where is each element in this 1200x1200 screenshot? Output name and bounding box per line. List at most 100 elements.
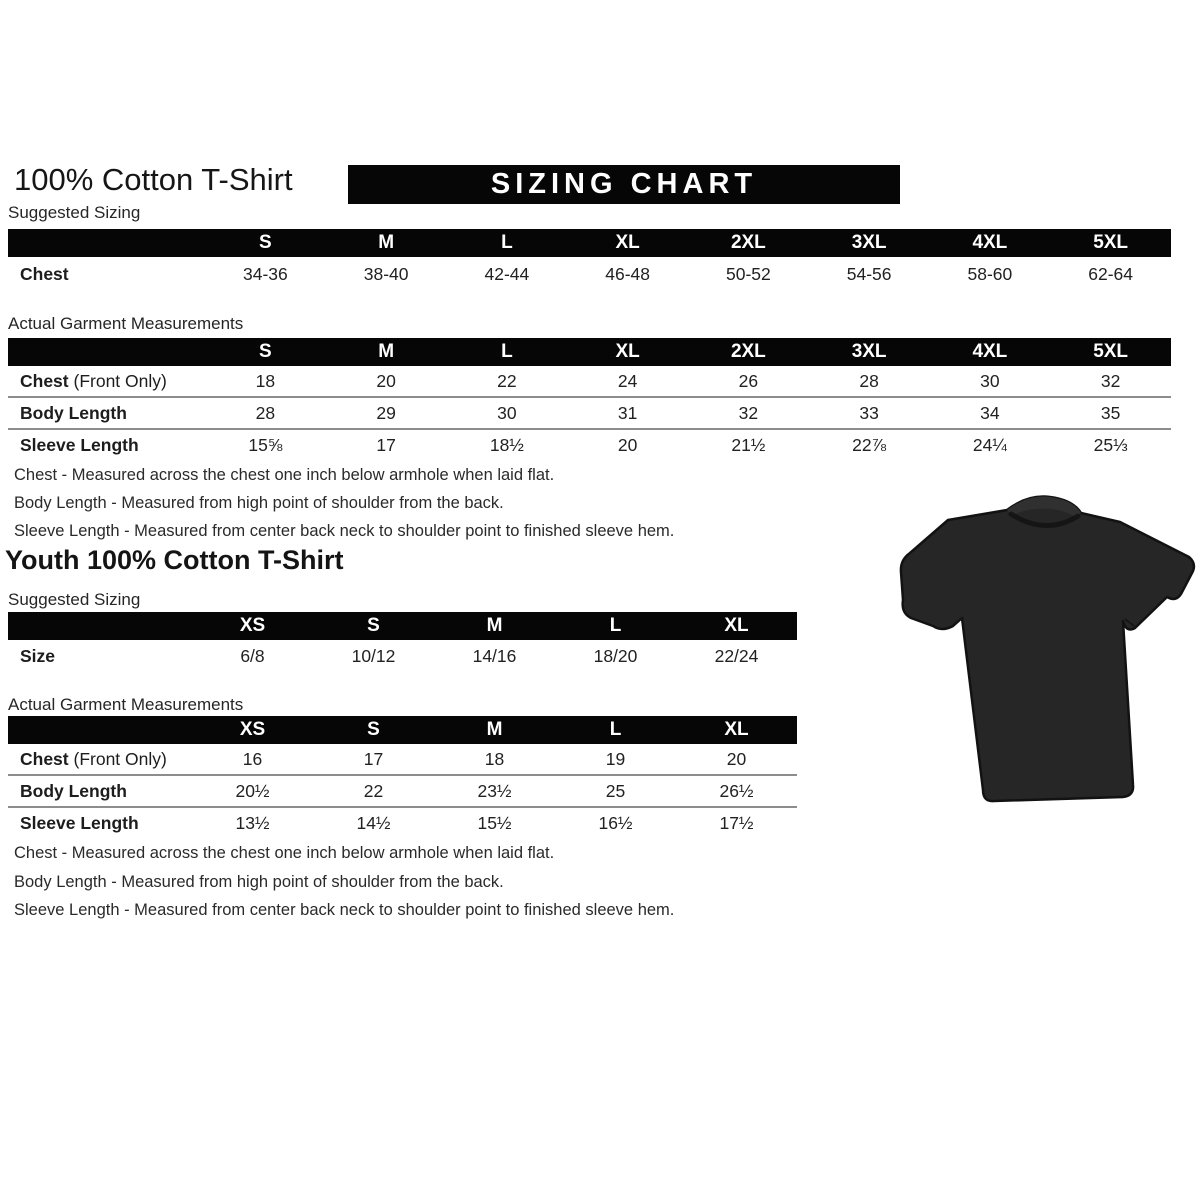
size-column-header: L (609, 719, 622, 740)
measurement-value: 32 (1100, 370, 1121, 391)
size-column-header: 3XL (851, 232, 887, 253)
size-column-header: XL (724, 615, 749, 636)
measurement-row: Sleeve Length 13½ 14½ 15½ 16½ 17½ (8, 806, 797, 838)
measurement-value: 22 (497, 370, 517, 391)
measurement-value: 20 (617, 434, 638, 455)
size-column-header: M (378, 232, 395, 253)
note-body-length: Body Length - Measured from high point o… (14, 872, 504, 891)
measurement-value: 58-60 (967, 263, 1013, 284)
sizing-chart-banner: SIZING CHART (348, 165, 900, 204)
adult-actual-measurements-table: S M L XL 2XL 3XL 4XL 5XL Chest (Front Only) 18 20 2… (8, 338, 1171, 460)
adult-actual-measurements-label: Actual Garment Measurements (8, 314, 244, 333)
measurement-value: 50-52 (725, 263, 771, 284)
row-label: Sleeve Length (20, 434, 139, 455)
adult-suggested-sizing-label: Suggested Sizing (8, 203, 141, 222)
measurement-row: Chest (Front Only) 16 17 18 19 20 (8, 744, 797, 774)
row-label: Chest (Front Only) (20, 370, 167, 391)
size-column-header: L (501, 341, 513, 362)
measurement-value: 35 (1100, 402, 1121, 423)
size-column-header: 2XL (730, 232, 766, 253)
measurement-value: 28 (255, 402, 276, 423)
size-column-header: XL (615, 232, 640, 253)
measurement-value: 20 (726, 748, 747, 769)
measurement-value: 20½ (235, 780, 270, 801)
tshirt-graphic (899, 495, 1196, 803)
size-header-row: S M L XL 2XL 3XL 4XL 5XL (8, 229, 1171, 257)
size-header-row: XS S M L XL (8, 716, 797, 744)
tshirt-collar-band (1007, 496, 1081, 517)
measurement-value: 18 (255, 370, 276, 391)
measurement-value: 23½ (477, 780, 512, 801)
measurement-value: 14½ (356, 812, 391, 833)
measurement-value: 18 (484, 748, 505, 769)
tshirt-silhouette (899, 495, 1196, 803)
row-label: Size (20, 645, 56, 666)
measurement-value: 46-48 (605, 263, 650, 284)
measurement-row: Sleeve Length 15⅝ 17 18½ 20 21½ 22⅞ 24¼ 25⅓ (8, 428, 1171, 460)
youth-actual-measurements-label: Actual Garment Measurements (8, 695, 244, 714)
page-title: 100% Cotton T-Shirt (14, 162, 293, 197)
measurement-value: 34-36 (242, 263, 288, 284)
measurement-value: 31 (617, 402, 638, 423)
measurement-value: 25⅓ (1093, 434, 1128, 455)
measurement-value: 10/12 (351, 645, 396, 666)
note-sleeve-length: Sleeve Length - Measured from center bac… (14, 901, 675, 919)
measurement-value: 38-40 (363, 263, 409, 284)
measurement-value: 32 (738, 402, 759, 423)
measurement-value: 25 (605, 780, 626, 801)
size-column-header: S (367, 719, 380, 740)
measurement-value: 22⅞ (852, 434, 887, 455)
row-label: Chest (Front Only) (20, 748, 167, 769)
adult-suggested-sizing-table: S M L XL 2XL 3XL 4XL 5XL Chest 34-36 38-40 42-44 46-… (8, 229, 1171, 291)
measurement-value: 21½ (731, 434, 766, 455)
size-column-header: XL (724, 719, 749, 740)
measurement-value: 33 (859, 402, 879, 423)
measurement-value: 30 (497, 402, 517, 423)
tshirt-neckline (1008, 511, 1081, 528)
size-column-header: XL (615, 341, 640, 362)
measurement-value: 17½ (719, 812, 754, 833)
size-column-header: S (259, 232, 272, 253)
measurement-value: 17 (363, 748, 384, 769)
adult-measurement-notes: Chest - Measured across the chest one in… (14, 461, 674, 545)
size-column-header: S (259, 341, 272, 362)
measurement-value: 20 (376, 370, 396, 391)
measurement-value: 54-56 (846, 263, 892, 284)
youth-measurement-notes: Chest - Measured across the chest one in… (14, 839, 674, 925)
measurement-value: 17 (376, 434, 396, 455)
size-column-header: 3XL (851, 341, 887, 362)
row-label: Body Length (20, 402, 127, 423)
youth-section-title: Youth 100% Cotton T-Shirt (5, 545, 344, 575)
row-label: Chest (20, 263, 69, 284)
youth-suggested-sizing-table: XS S M L XL Size 6/8 10/12 14/16 18/20 22/24 (8, 612, 797, 672)
measurement-row: Chest (Front Only) 18 20 22 24 26 28 30 32 (8, 366, 1171, 396)
measurement-value: 16 (242, 748, 263, 769)
measurement-value: 62-64 (1088, 263, 1133, 284)
measurement-value: 26½ (719, 780, 754, 801)
size-column-header: L (609, 615, 622, 636)
size-header-row: S M L XL 2XL 3XL 4XL 5XL (8, 338, 1171, 366)
size-column-header: S (367, 615, 380, 636)
measurement-value: 22 (363, 780, 384, 801)
note-sleeve-length: Sleeve Length - Measured from center bac… (14, 522, 675, 540)
measurement-value: 30 (980, 370, 1000, 391)
measurement-value: 28 (859, 370, 879, 391)
size-column-header: XS (239, 719, 266, 740)
size-column-header: 4XL (972, 341, 1008, 362)
measurement-row: Chest 34-36 38-40 42-44 46-48 50-52 54-56 58-60… (8, 257, 1171, 291)
measurement-value: 26 (738, 370, 759, 391)
size-column-header: 4XL (972, 232, 1008, 253)
size-column-header: 2XL (730, 341, 766, 362)
measurement-value: 13½ (235, 812, 270, 833)
note-chest: Chest - Measured across the chest one in… (14, 466, 555, 484)
measurement-value: 18/20 (593, 645, 638, 666)
measurement-value: 24¼ (972, 434, 1007, 455)
youth-actual-measurements-table: XS S M L XL Chest (Front Only) 16 17 18 19 20 Body … (8, 716, 797, 838)
measurement-row: Size 6/8 10/12 14/16 18/20 22/24 (8, 640, 797, 672)
measurement-value: 6/8 (240, 645, 265, 666)
size-column-header: XS (239, 615, 266, 636)
measurement-value: 19 (605, 748, 626, 769)
row-label: Sleeve Length (20, 812, 139, 833)
measurement-value: 34 (980, 402, 1000, 423)
